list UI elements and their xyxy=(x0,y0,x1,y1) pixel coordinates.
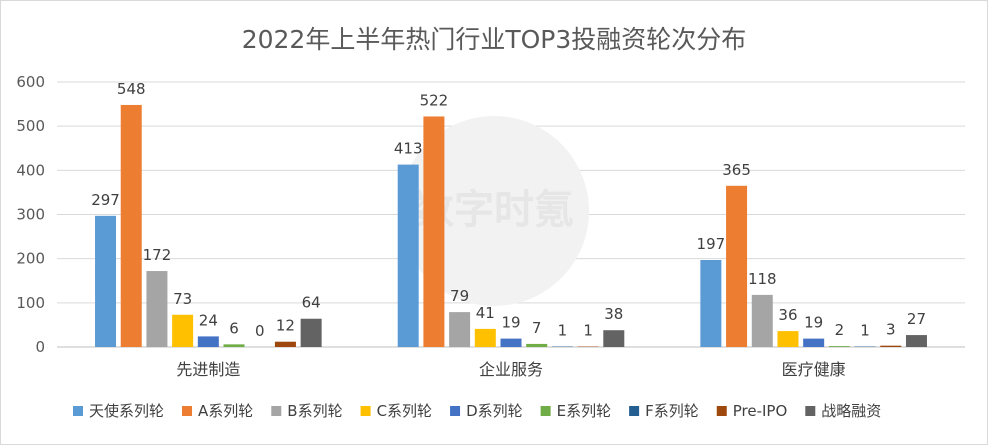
data-label: 64 xyxy=(302,294,321,312)
legend-swatch xyxy=(271,406,282,416)
data-label: 172 xyxy=(143,246,172,264)
bar xyxy=(905,335,927,347)
legend-item: D系列轮 xyxy=(450,402,523,420)
data-label: 24 xyxy=(199,311,218,329)
data-label: 19 xyxy=(501,314,520,332)
y-tick-label: 0 xyxy=(35,338,45,356)
legend-label: Pre-IPO xyxy=(733,402,788,420)
bar xyxy=(751,294,773,347)
bar xyxy=(423,116,445,347)
bar xyxy=(880,345,902,347)
legend-label: C系列轮 xyxy=(377,402,432,420)
x-axis-categories: 先进制造 企业服务 医疗健康 xyxy=(176,360,845,379)
data-label: 413 xyxy=(394,140,423,158)
bar xyxy=(474,328,496,347)
legend-label: D系列轮 xyxy=(466,402,523,420)
y-tick-label: 600 xyxy=(16,73,45,91)
data-label: 73 xyxy=(173,290,192,308)
legend-label: 战略融资 xyxy=(821,402,881,420)
legend-swatch xyxy=(805,406,816,416)
data-label: 1 xyxy=(558,322,568,340)
legend-label: E系列轮 xyxy=(557,402,611,420)
data-label: 7 xyxy=(532,319,542,337)
data-label: 38 xyxy=(604,305,623,323)
legend-item: 战略融资 xyxy=(805,402,881,420)
bar xyxy=(120,104,142,347)
legend-swatch xyxy=(182,406,193,416)
legend: 天使系列轮 A系列轮 B系列轮 C系列轮 D系列轮 E系列轮 F系列轮 Pre-IPO 战略融资 xyxy=(73,402,881,420)
legend-label: F系列轮 xyxy=(645,402,699,420)
legend-swatch xyxy=(360,406,371,416)
legend-item: B系列轮 xyxy=(271,402,343,420)
legend-item: Pre-IPO xyxy=(716,402,788,420)
legend-item: F系列轮 xyxy=(629,402,699,420)
bar xyxy=(828,346,850,347)
legend-swatch xyxy=(73,406,83,416)
legend-swatch xyxy=(716,406,727,416)
bar xyxy=(300,318,322,347)
bar xyxy=(223,344,245,347)
bar xyxy=(726,185,748,347)
bar xyxy=(197,336,219,347)
x-category-label: 先进制造 xyxy=(176,360,240,379)
bar xyxy=(700,259,722,347)
legend-swatch xyxy=(540,406,551,416)
bar xyxy=(777,331,799,347)
bar xyxy=(500,338,522,347)
bar xyxy=(449,312,471,347)
data-label: 365 xyxy=(722,161,751,179)
data-label: 2 xyxy=(835,321,845,339)
y-tick-label: 200 xyxy=(16,250,45,268)
bar xyxy=(803,338,825,347)
bar xyxy=(274,341,296,347)
data-label: 118 xyxy=(748,270,777,288)
data-label: 12 xyxy=(276,317,295,335)
data-label: 27 xyxy=(907,310,926,328)
data-label: 548 xyxy=(117,80,146,98)
y-tick-label: 100 xyxy=(16,294,45,312)
y-tick-label: 400 xyxy=(16,161,45,179)
legend-item: C系列轮 xyxy=(360,402,432,420)
data-label: 3 xyxy=(886,321,896,339)
data-label: 522 xyxy=(420,91,449,109)
bar xyxy=(397,164,419,347)
data-label: 197 xyxy=(697,235,726,253)
data-label: 36 xyxy=(778,306,797,324)
legend-swatch xyxy=(450,406,461,416)
data-label: 41 xyxy=(476,304,495,322)
data-label: 297 xyxy=(91,191,120,209)
data-label: 1 xyxy=(583,322,593,340)
bar-series xyxy=(95,104,927,347)
legend-label: B系列轮 xyxy=(287,402,342,420)
legend-label: 天使系列轮 xyxy=(89,402,164,420)
y-tick-label: 300 xyxy=(16,206,45,224)
legend-item: A系列轮 xyxy=(182,402,253,420)
bar xyxy=(146,271,168,347)
x-category-label: 医疗健康 xyxy=(782,360,846,379)
legend-label: A系列轮 xyxy=(198,402,253,420)
data-label: 19 xyxy=(804,314,823,332)
legend-item: 天使系列轮 xyxy=(73,402,164,420)
y-tick-label: 500 xyxy=(16,117,45,135)
x-category-label: 企业服务 xyxy=(479,360,543,379)
data-label: 0 xyxy=(255,322,265,340)
bar xyxy=(172,314,194,347)
bar xyxy=(526,343,548,347)
y-axis-ticks: 0 100 200 300 400 500 600 xyxy=(16,73,45,356)
bar xyxy=(95,215,117,347)
watermark-circle xyxy=(399,116,589,306)
bar xyxy=(603,330,625,347)
data-label: 79 xyxy=(450,287,469,305)
legend-item: E系列轮 xyxy=(540,402,611,420)
chart-title: 2022年上半年热门行业TOP3投融资轮次分布 xyxy=(242,25,747,54)
legend-swatch xyxy=(629,406,640,416)
data-label: 6 xyxy=(229,319,239,337)
data-label: 1 xyxy=(860,322,870,340)
